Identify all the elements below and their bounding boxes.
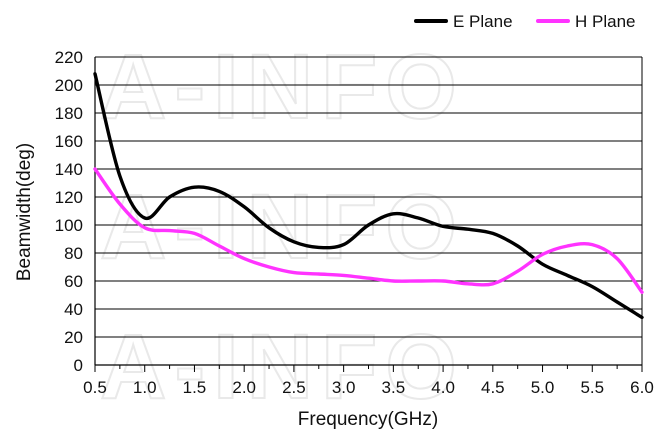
y-tick-label: 160	[55, 132, 83, 151]
x-tick-label: 1.5	[183, 378, 207, 397]
legend-label-e-plane: E Plane	[453, 12, 513, 31]
x-axis-title: Frequency(GHz)	[298, 409, 438, 430]
watermark-text: A-INFO	[100, 176, 465, 278]
x-tick-label: 0.5	[83, 378, 107, 397]
series	[93, 72, 644, 320]
x-tick-label: 3.0	[332, 378, 356, 397]
legend-label-h-plane: H Plane	[575, 12, 635, 31]
x-tick-labels: 0.5 1.0 1.5 2.0 2.5 3.0 3.5 4.0 4.5 5.0 5.5 6.0	[83, 378, 654, 397]
legend: E Plane H Plane	[414, 12, 635, 31]
series-line-h-plane	[93, 167, 644, 294]
y-tick-label: 20	[64, 328, 83, 347]
y-tick-label: 140	[55, 160, 83, 179]
y-tick-label: 100	[55, 216, 83, 235]
watermark-text: A-INFO	[100, 316, 465, 418]
y-tick-label: 220	[55, 48, 83, 67]
y-tick-label: 40	[64, 300, 83, 319]
x-tick-label: 2.5	[282, 378, 306, 397]
x-tick-label: 6.0	[630, 378, 654, 397]
y-tick-label: 0	[74, 356, 83, 375]
y-tick-label: 120	[55, 188, 83, 207]
y-axis-title: Beamwidth(deg)	[14, 143, 35, 281]
x-tick-label: 5.0	[531, 378, 555, 397]
y-tick-label: 60	[64, 272, 83, 291]
y-tick-label: 80	[64, 244, 83, 263]
y-tick-labels: 0 20 40 60 80 100 120 140 160 180 200 220	[55, 48, 83, 375]
x-tick-label: 4.0	[431, 378, 455, 397]
x-tick-label: 1.0	[133, 378, 157, 397]
x-tick-label: 2.0	[232, 378, 256, 397]
axes	[94, 57, 643, 372]
y-tick-label: 200	[55, 76, 83, 95]
watermark-text: A-INFO	[100, 36, 465, 138]
x-tick-label: 5.5	[580, 378, 604, 397]
x-tick-label: 3.5	[382, 378, 406, 397]
y-tick-label: 180	[55, 104, 83, 123]
series-line-e-plane	[93, 72, 644, 320]
watermark: A-INFO A-INFO A-INFO	[99, 35, 465, 419]
x-tick-label: 4.5	[481, 378, 505, 397]
